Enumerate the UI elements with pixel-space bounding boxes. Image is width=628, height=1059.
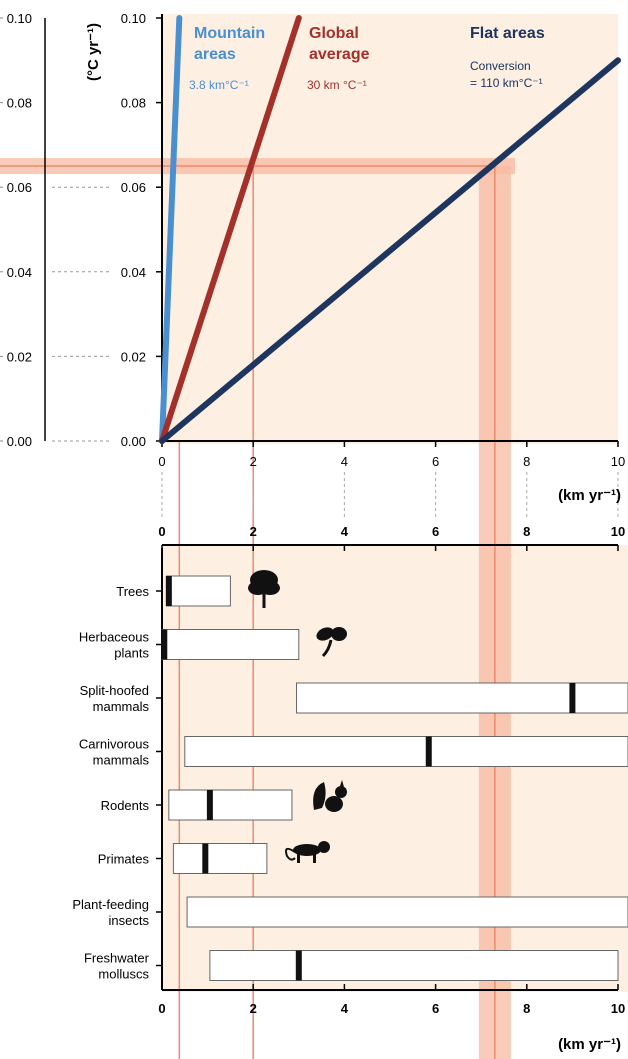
top-y-tick-label: 0.08 xyxy=(121,96,146,111)
top-x-tick-label: 10 xyxy=(611,454,625,469)
herbaceous-plant-icon xyxy=(316,627,347,658)
legend-flat-title: Flat areas xyxy=(470,25,545,42)
left-tick-label: 0.06 xyxy=(7,180,32,195)
row-label-line2: molluscs xyxy=(98,967,149,982)
row-label-line2: mammals xyxy=(93,753,150,768)
top-x-axis-label: (km yr⁻¹) xyxy=(558,487,621,504)
legend-flat-rate-line1: Conversion xyxy=(470,59,531,73)
top-x-tick-label: 6 xyxy=(432,454,439,469)
top-panel-background xyxy=(162,14,618,444)
top-y-axis-label: (°C yr⁻¹) xyxy=(85,23,102,81)
monkey-icon xyxy=(285,841,330,863)
left-tick-label: 0.10 xyxy=(7,11,32,26)
series-line-global xyxy=(159,15,302,444)
legend-global-rate: 30 km °C⁻¹ xyxy=(307,78,367,92)
bottom-top-tick-label: 6 xyxy=(432,524,439,539)
range-bar xyxy=(209,950,619,981)
top-y-tick-label: 0.02 xyxy=(121,349,146,364)
bottom-top-tick-label: 2 xyxy=(250,524,257,539)
left-tick-label: 0.04 xyxy=(7,265,32,280)
median-marker xyxy=(161,629,168,660)
series-line-mountain xyxy=(159,15,183,444)
row-label-line1: Plant-feeding xyxy=(72,897,149,912)
top-x-tick-label: 2 xyxy=(250,454,257,469)
bottom-x-tick-label: 0 xyxy=(158,1001,165,1016)
legend-mountain-rate: 3.8 km°C⁻¹ xyxy=(189,78,249,92)
top-y-tick-label: 0.06 xyxy=(121,180,146,195)
bottom-x-tick-label: 2 xyxy=(250,1001,257,1016)
bottom-top-tick-label: 4 xyxy=(341,524,349,539)
bottom-x-tick-label: 4 xyxy=(341,1001,349,1016)
bottom-x-tick-label: 8 xyxy=(523,1001,530,1016)
left-axis: 0.10 0.08 0.06 0.04 0.02 0.00 xyxy=(0,11,110,449)
bottom-x-axis-label: (km yr⁻¹) xyxy=(558,1036,621,1053)
bottom-top-tick-label: 0 xyxy=(158,524,165,539)
median-marker xyxy=(569,683,576,713)
row-label: Primates xyxy=(98,852,150,867)
legend-flat-rate-line2: = 110 km°C⁻¹ xyxy=(470,76,543,90)
median-marker xyxy=(425,736,432,767)
top-x-tick-label: 0 xyxy=(158,454,165,469)
top-y-tick-label: 0.10 xyxy=(121,11,146,26)
top-x-tick-label: 4 xyxy=(341,454,348,469)
left-tick-label: 0.02 xyxy=(7,349,32,364)
top-y-tick-label: 0.00 xyxy=(121,434,146,449)
range-bar xyxy=(168,789,293,821)
range-bar xyxy=(296,682,628,714)
row-label-line2: insects xyxy=(109,913,150,928)
range-bar xyxy=(161,629,300,660)
left-tick-label: 0.00 xyxy=(7,434,32,449)
row-label-line1: Herbaceous xyxy=(79,630,150,645)
squirrel-icon xyxy=(313,780,347,812)
series-line-flat xyxy=(159,57,621,444)
range-bar xyxy=(184,736,628,767)
median-marker xyxy=(206,790,213,820)
bottom-x-tick-label: 6 xyxy=(432,1001,439,1016)
median-marker xyxy=(202,843,209,874)
left-tick-label: 0.08 xyxy=(7,96,32,111)
bottom-x-tick-label: 10 xyxy=(611,1001,625,1016)
median-marker xyxy=(165,576,172,606)
row-label: Trees xyxy=(116,584,149,599)
row-label-line1: Freshwater xyxy=(84,951,150,966)
median-marker xyxy=(295,950,302,981)
row-label: Rodents xyxy=(101,798,150,813)
row-label-line1: Split-hoofed xyxy=(80,683,149,698)
top-y-tick-label: 0.04 xyxy=(121,265,146,280)
bottom-top-tick-label: 10 xyxy=(611,524,625,539)
legend-mountain-line1: Mountain areas xyxy=(194,25,265,63)
top-x-tick-label: 8 xyxy=(523,454,530,469)
bottom-top-tick-label: 8 xyxy=(523,524,530,539)
range-bar xyxy=(186,896,628,928)
row-label-line2: mammals xyxy=(93,699,150,714)
range-bar xyxy=(166,575,231,607)
top-chart: 0.00 0.02 0.04 0.06 0.08 0.10 0 2 4 6 8 10 xyxy=(121,11,625,518)
tree-icon xyxy=(248,570,280,608)
row-label-line2: plants xyxy=(114,646,149,661)
range-bar xyxy=(172,843,268,874)
legend-global-line1: Global average xyxy=(309,25,370,63)
row-label-line1: Carnivorous xyxy=(79,737,150,752)
